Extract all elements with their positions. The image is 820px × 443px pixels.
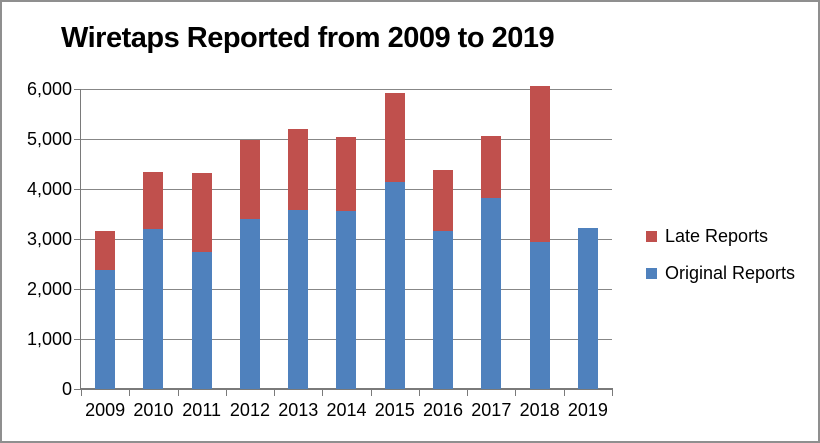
x-axis-label-2018: 2018 <box>519 400 560 420</box>
x-tick-3 <box>225 390 227 396</box>
legend: Late Reports Original Reports <box>646 226 795 300</box>
y-tick-5000 <box>74 139 81 140</box>
legend-swatch-icon <box>646 268 657 279</box>
x-axis-label-2009: 2009 <box>85 400 126 420</box>
x-tick-2 <box>177 390 179 396</box>
x-axis-label-2012: 2012 <box>229 400 270 420</box>
category-2011 <box>178 89 226 389</box>
category-2017 <box>467 89 515 389</box>
bar-late-reports-2014 <box>336 136 357 212</box>
plot-area <box>74 85 613 396</box>
bar-late-reports-2012 <box>239 140 260 220</box>
y-axis-label-3,000: 3,000 <box>26 229 72 249</box>
bar-late-reports-2018 <box>529 85 550 243</box>
category-2014 <box>322 89 370 389</box>
bar-original-reports-2010 <box>143 229 164 389</box>
x-tick-5 <box>322 390 324 396</box>
x-axis-label-2019: 2019 <box>567 400 608 420</box>
bar-late-reports-2013 <box>288 128 309 211</box>
legend-entry-late-reports: Late Reports <box>646 226 795 247</box>
bar-original-reports-2019 <box>577 227 598 389</box>
x-axis-label-2017: 2017 <box>471 400 512 420</box>
bar-late-reports-2010 <box>143 171 164 230</box>
x-tick-6 <box>370 390 372 396</box>
x-tick-10 <box>563 390 565 396</box>
bar-original-reports-2017 <box>481 198 502 389</box>
y-axis-label-6,000: 6,000 <box>26 79 72 99</box>
x-axis-label-2010: 2010 <box>133 400 174 420</box>
x-axis-label-2015: 2015 <box>374 400 415 420</box>
y-tick-1000 <box>74 339 81 340</box>
legend-label: Late Reports <box>665 226 769 246</box>
y-tick-3000 <box>74 239 81 240</box>
y-axis-label-1,000: 1,000 <box>26 329 72 349</box>
bar-original-reports-2015 <box>384 181 405 389</box>
y-axis-label-2,000: 2,000 <box>26 279 72 299</box>
category-2015 <box>371 89 419 389</box>
bar-original-reports-2012 <box>239 219 260 389</box>
chart-title: Wiretaps Reported from 2009 to 2019 <box>61 22 555 54</box>
legend-label: Original Reports <box>665 263 796 283</box>
gridline-6000 <box>81 89 612 90</box>
bar-original-reports-2014 <box>336 211 357 389</box>
category-2012 <box>226 89 274 389</box>
x-tick-7 <box>418 390 420 396</box>
y-tick-2000 <box>74 289 81 290</box>
y-axis-label-4,000: 4,000 <box>26 179 72 199</box>
bar-original-reports-2013 <box>288 210 309 389</box>
x-tick-8 <box>467 390 469 396</box>
x-axis-label-2014: 2014 <box>326 400 367 420</box>
x-tick-4 <box>274 390 276 396</box>
legend-swatch-icon <box>646 231 657 242</box>
bar-original-reports-2016 <box>433 230 454 389</box>
x-tick-1 <box>129 390 131 396</box>
x-axis-label-2016: 2016 <box>423 400 464 420</box>
x-axis-label-2011: 2011 <box>182 400 222 420</box>
x-tick-0 <box>81 390 82 396</box>
bar-late-reports-2011 <box>191 173 212 253</box>
bar-late-reports-2016 <box>433 170 454 231</box>
y-tick-6000 <box>74 89 81 90</box>
bar-original-reports-2009 <box>95 270 116 389</box>
bar-late-reports-2017 <box>481 135 502 199</box>
y-axis-label-0: 0 <box>61 379 72 399</box>
y-axis-label-5,000: 5,000 <box>26 129 72 149</box>
y-tick-0 <box>74 389 81 390</box>
bar-original-reports-2018 <box>529 242 550 389</box>
x-tick-9 <box>515 390 517 396</box>
category-2009 <box>81 89 129 389</box>
bar-original-reports-2011 <box>191 252 212 389</box>
category-2013 <box>274 89 322 389</box>
category-2019 <box>564 89 612 389</box>
category-2010 <box>129 89 177 389</box>
category-2016 <box>419 89 467 389</box>
x-axis-line <box>80 388 613 390</box>
x-tick-11 <box>612 390 613 396</box>
x-axis-label-2013: 2013 <box>278 400 319 420</box>
y-tick-4000 <box>74 189 81 190</box>
bar-late-reports-2009 <box>95 230 116 271</box>
bar-late-reports-2015 <box>384 92 405 182</box>
category-2018 <box>515 85 563 389</box>
legend-entry-original-reports: Original Reports <box>646 263 795 284</box>
